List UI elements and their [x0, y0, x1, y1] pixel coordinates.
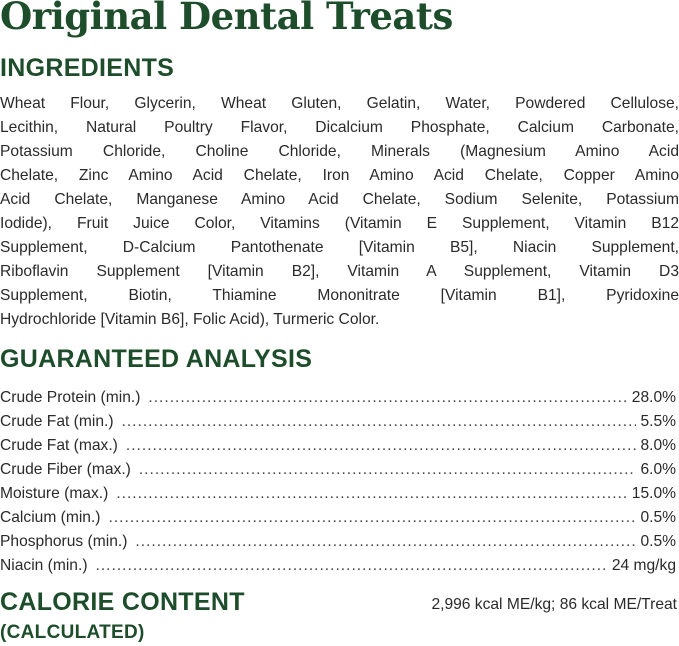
- ingredients-line: Supplement, D-Calcium Pantothenate [Vita…: [0, 239, 679, 256]
- dot-leader: [126, 434, 637, 458]
- ingredients-line: Acid Chelate, Manganese Amino Acid Chela…: [0, 191, 679, 208]
- ingredients-heading: INGREDIENTS: [0, 54, 175, 82]
- analysis-row: Crude Fat (min.) 5.5%: [0, 410, 676, 434]
- dot-leader: [96, 554, 608, 578]
- analysis-label: Moisture (max.): [0, 485, 109, 502]
- ingredients-line: Hydrochloride [Vitamin B6], Folic Acid),…: [0, 311, 380, 328]
- analysis-row: Phosphorus (min.) 0.5%: [0, 530, 676, 554]
- ingredients-list: Wheat Flour, Glycerin, Wheat Gluten, Gel…: [0, 92, 679, 332]
- dot-leader: [135, 530, 636, 554]
- analysis-value: 15.0%: [631, 485, 676, 502]
- analysis-row: Moisture (max.) 15.0%: [0, 482, 676, 506]
- analysis-value: 24 mg/kg: [611, 557, 676, 574]
- analysis-value: 28.0%: [631, 389, 676, 406]
- dot-leader: [109, 506, 637, 530]
- analysis-value: 0.5%: [640, 509, 676, 526]
- page-title: Original Dental Treats: [0, 0, 453, 38]
- analysis-label: Niacin (min.): [0, 557, 88, 574]
- analysis-label: Crude Fat (max.): [0, 437, 118, 454]
- calorie-heading: CALORIE CONTENT: [0, 588, 245, 616]
- ingredients-line: Lecithin, Natural Poultry Flavor, Dicalc…: [0, 119, 679, 136]
- analysis-label: Crude Fiber (max.): [0, 461, 131, 478]
- dot-leader: [122, 410, 637, 434]
- ingredients-line: Riboflavin Supplement [Vitamin B2], Vita…: [0, 263, 679, 280]
- dot-leader: [139, 458, 637, 482]
- calorie-value: 2,996 kcal ME/kg; 86 kcal ME/Treat: [431, 596, 677, 613]
- analysis-label: Crude Protein (min.): [0, 389, 141, 406]
- ingredients-line: Chelate, Zinc Amino Acid Chelate, Iron A…: [0, 167, 679, 184]
- analysis-value: 6.0%: [640, 461, 676, 478]
- analysis-row: Calcium (min.) 0.5%: [0, 506, 676, 530]
- ingredients-line: Iodide), Fruit Juice Color, Vitamins (Vi…: [0, 215, 679, 232]
- analysis-value: 8.0%: [640, 437, 676, 454]
- analysis-table: Crude Protein (min.) 28.0% Crude Fat (min…: [0, 386, 676, 578]
- analysis-label: Crude Fat (min.): [0, 413, 114, 430]
- dot-leader: [116, 482, 627, 506]
- analysis-heading: GUARANTEED ANALYSIS: [0, 345, 313, 373]
- analysis-label: Calcium (min.): [0, 509, 101, 526]
- analysis-label: Phosphorus (min.): [0, 533, 128, 550]
- analysis-row: Crude Fat (max.) 8.0%: [0, 434, 676, 458]
- ingredients-line: Supplement, Biotin, Thiamine Mononitrate…: [0, 287, 679, 304]
- analysis-row: Crude Fiber (max.) 6.0%: [0, 458, 676, 482]
- calorie-subheading: (CALCULATED): [0, 622, 145, 643]
- analysis-row: Niacin (min.) 24 mg/kg: [0, 554, 676, 578]
- ingredients-line: Potassium Chloride, Choline Chloride, Mi…: [0, 143, 679, 160]
- analysis-value: 0.5%: [640, 533, 676, 550]
- ingredients-line: Wheat Flour, Glycerin, Wheat Gluten, Gel…: [0, 95, 679, 112]
- analysis-row: Crude Protein (min.) 28.0%: [0, 386, 676, 410]
- analysis-value: 5.5%: [640, 413, 676, 430]
- dot-leader: [148, 386, 627, 410]
